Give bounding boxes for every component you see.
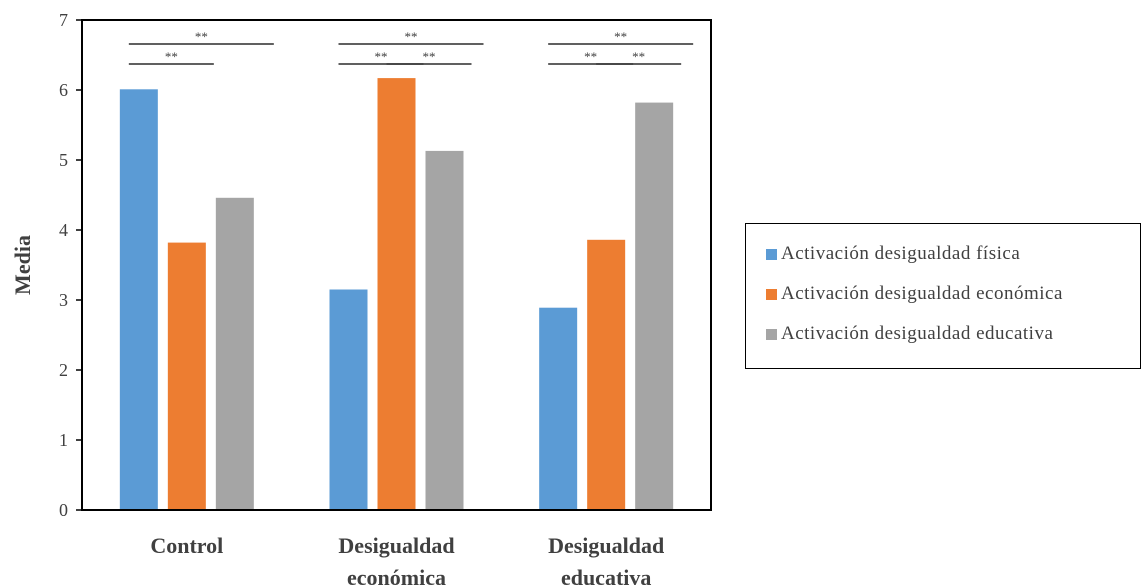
- y-tick-label: 1: [59, 430, 68, 450]
- significance-label: **: [614, 29, 627, 44]
- legend-label: Activación desigualdad económica: [781, 283, 1063, 304]
- y-tick-label: 4: [59, 220, 68, 240]
- significance-label: **: [632, 49, 645, 64]
- legend-item: Activación desigualdad educativa: [766, 321, 1053, 347]
- bar: [587, 239, 626, 511]
- category-label: Desigualdad: [338, 533, 454, 558]
- bar: [215, 197, 254, 511]
- legend-swatch: [766, 328, 777, 340]
- bar: [119, 89, 158, 511]
- bar: [167, 242, 206, 510]
- significance-label: **: [405, 29, 418, 44]
- significance-label: **: [195, 29, 208, 44]
- bar: [539, 307, 578, 510]
- y-axis-label: Media: [10, 235, 35, 295]
- category-label: Desigualdad: [548, 533, 664, 558]
- legend-item: Activación desigualdad económica: [766, 281, 1063, 307]
- significance-group: ** ** ** ** ** ** ** **: [128, 29, 694, 65]
- significance-label: **: [165, 49, 178, 64]
- y-tick-label: 2: [59, 360, 68, 380]
- y-axis-label-group: Media: [10, 235, 35, 295]
- y-axis-ticks: 0 1 2 3 4 5 6 7: [59, 10, 82, 520]
- y-tick-label: 3: [59, 290, 68, 310]
- legend-label: Activación desigualdad educativa: [781, 323, 1054, 344]
- bar: [377, 78, 416, 510]
- significance-label: **: [423, 49, 436, 64]
- significance-label: **: [584, 49, 597, 64]
- bar: [635, 102, 674, 510]
- significance-label: **: [375, 49, 388, 64]
- y-tick-label: 0: [59, 500, 68, 520]
- category-label: Control: [150, 533, 223, 558]
- y-tick-label: 6: [59, 80, 68, 100]
- legend-label: Activación desigualdad física: [781, 243, 1021, 264]
- bar: [329, 289, 368, 510]
- legend: Activación desigualdad física Activación …: [745, 223, 1141, 369]
- legend-swatch: [766, 288, 777, 300]
- category-label: educativa: [561, 565, 651, 587]
- y-tick-label: 5: [59, 150, 68, 170]
- category-label: económica: [347, 565, 446, 587]
- legend-item: Activación desigualdad física: [766, 241, 1020, 267]
- y-tick-label: 7: [59, 10, 68, 30]
- bars-group: [119, 78, 674, 511]
- legend-swatch: [766, 248, 777, 260]
- category-labels: Control Desigualdad económica Desigualdad ed…: [150, 533, 664, 587]
- plot-area-frame: [81, 19, 712, 511]
- bar: [425, 150, 464, 510]
